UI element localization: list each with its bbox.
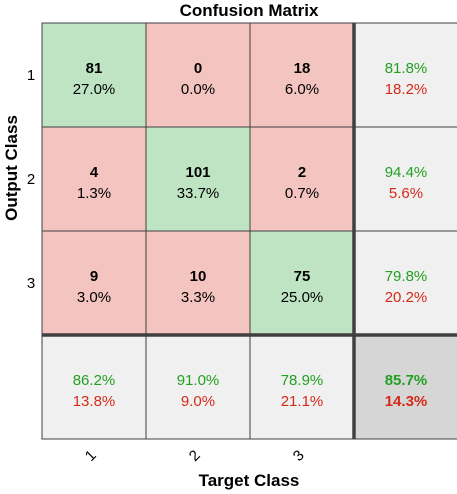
summary-wrong: 9.0% <box>181 393 215 410</box>
matrix-cell <box>146 127 250 231</box>
overall-error: 14.3% <box>385 393 428 410</box>
chart-title: Confusion Matrix <box>180 1 319 20</box>
y-tick-label: 2 <box>27 171 35 188</box>
y-axis-label: Output Class <box>2 115 21 221</box>
cell-percent: 0.7% <box>285 185 319 202</box>
matrix-cell <box>42 23 146 127</box>
cell-percent: 0.0% <box>181 81 215 98</box>
matrix-cell <box>42 127 146 231</box>
cell-percent: 3.3% <box>181 289 215 306</box>
cell-count: 2 <box>298 164 306 181</box>
matrix-cell <box>354 127 457 231</box>
summary-wrong: 13.8% <box>73 393 116 410</box>
summary-correct: 91.0% <box>177 372 220 389</box>
cell-count: 81 <box>86 60 103 77</box>
cell-count: 18 <box>294 60 311 77</box>
cell-percent: 1.3% <box>77 185 111 202</box>
summary-correct: 86.2% <box>73 372 116 389</box>
cell-percent: 25.0% <box>281 289 324 306</box>
summary-correct: 78.9% <box>281 372 324 389</box>
matrix-cells: 81 27.0% 0 0.0% 18 6.0% 81.8% 18.2% 4 1.3% 101 33.7… <box>42 23 457 439</box>
x-tick-label: 3 <box>290 447 308 465</box>
matrix-cell <box>42 335 146 439</box>
x-tick-label: 2 <box>186 447 204 465</box>
cell-percent: 3.0% <box>77 289 111 306</box>
y-tick-label: 3 <box>27 275 35 292</box>
matrix-cell <box>146 231 250 335</box>
summary-correct: 79.8% <box>385 268 428 285</box>
matrix-cell <box>354 335 457 439</box>
cell-count: 9 <box>90 268 98 285</box>
matrix-grid <box>41 22 457 440</box>
x-tick-label: 1 <box>82 447 100 465</box>
summary-correct: 94.4% <box>385 164 428 181</box>
matrix-cell <box>146 23 250 127</box>
summary-wrong: 20.2% <box>385 289 428 306</box>
matrix-border <box>41 22 457 440</box>
summary-correct: 81.8% <box>385 60 428 77</box>
matrix-cell <box>354 231 457 335</box>
summary-wrong: 21.1% <box>281 393 324 410</box>
cell-count: 0 <box>194 60 202 77</box>
cell-percent: 33.7% <box>177 185 220 202</box>
cell-percent: 27.0% <box>73 81 116 98</box>
cell-count: 75 <box>294 268 311 285</box>
y-tick-label: 1 <box>27 67 35 84</box>
cell-count: 10 <box>190 268 207 285</box>
summary-wrong: 18.2% <box>385 81 428 98</box>
summary-wrong: 5.6% <box>389 185 423 202</box>
matrix-cell <box>250 335 354 439</box>
matrix-cell <box>354 23 457 127</box>
matrix-cell <box>250 231 354 335</box>
overall-accuracy: 85.7% <box>385 372 428 389</box>
matrix-cell <box>146 335 250 439</box>
matrix-cell <box>250 127 354 231</box>
matrix-cell <box>42 231 146 335</box>
matrix-cell <box>250 23 354 127</box>
cell-percent: 6.0% <box>285 81 319 98</box>
x-axis-label: Target Class <box>199 471 300 490</box>
cell-count: 101 <box>185 164 210 181</box>
cell-count: 4 <box>90 164 99 181</box>
